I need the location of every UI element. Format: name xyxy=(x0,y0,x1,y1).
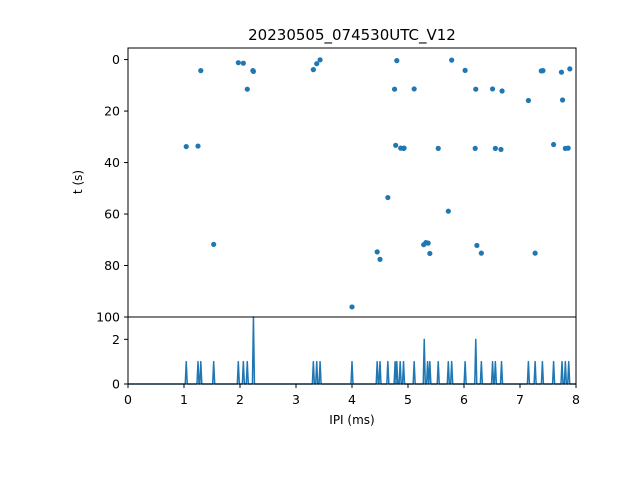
scatter-point xyxy=(499,88,505,94)
scatter-point xyxy=(558,69,565,75)
scatter-point xyxy=(235,60,241,66)
scatter-point xyxy=(393,142,399,148)
scatter-point xyxy=(377,256,383,262)
scatter-point xyxy=(462,67,468,73)
scatter-point xyxy=(240,60,246,66)
scatter-point xyxy=(244,86,250,92)
scatter-point xyxy=(567,66,573,72)
scatter-point xyxy=(473,86,479,92)
histogram-x-tick-label: 0 xyxy=(124,392,132,407)
scatter-point xyxy=(472,145,478,151)
histogram-x-tick-label: 3 xyxy=(292,392,300,407)
histogram-x-label: IPI (ms) xyxy=(329,413,374,427)
scatter-point xyxy=(394,58,400,64)
scatter-point xyxy=(559,97,566,103)
scatter-y-tick-label: 0 xyxy=(112,52,120,67)
scatter-point xyxy=(391,86,398,92)
scatter-point xyxy=(540,68,546,74)
histogram-x-tick-label: 4 xyxy=(348,392,356,407)
histogram-x-tick-label: 6 xyxy=(460,392,468,407)
scatter-y-tick-label: 100 xyxy=(96,310,120,325)
scatter-y-label: t (s) xyxy=(71,170,85,194)
scatter-point xyxy=(211,241,217,248)
scatter-y-tick-label: 60 xyxy=(104,207,120,222)
scatter-point xyxy=(565,145,571,151)
histogram-y-tick-label: 0 xyxy=(112,377,120,392)
scatter-point xyxy=(195,143,201,149)
scatter-point xyxy=(317,57,323,63)
histogram-y-tick-label: 2 xyxy=(112,332,120,347)
scatter-point xyxy=(349,304,355,310)
scatter-point xyxy=(449,57,455,63)
chart-title: 20230505_074530UTC_V12 xyxy=(248,26,456,45)
histogram-frame xyxy=(127,316,577,385)
scatter-y-tick-label: 20 xyxy=(104,104,120,119)
scatter-y-ticks: 0 20 40 60 80 100 xyxy=(96,52,128,325)
scatter-y-tick-label: 40 xyxy=(104,155,120,170)
histogram-x-tick-label: 2 xyxy=(236,392,244,407)
histogram-x-tick-label: 5 xyxy=(404,392,412,407)
scatter-point xyxy=(551,141,557,148)
histogram-x-tick-label: 1 xyxy=(180,392,188,407)
scatter-point xyxy=(478,250,484,256)
scatter-point xyxy=(489,86,496,92)
scatter-point xyxy=(474,242,480,249)
scatter-points xyxy=(183,57,573,310)
scatter-point xyxy=(385,194,391,201)
scatter-point xyxy=(425,240,431,246)
scatter-point xyxy=(492,145,498,151)
scatter-point xyxy=(310,67,316,73)
scatter-point xyxy=(445,208,451,214)
scatter-point xyxy=(525,97,532,104)
scatter-point xyxy=(374,249,380,255)
scatter-point xyxy=(427,250,433,257)
scatter-point xyxy=(435,145,441,151)
scatter-point xyxy=(198,68,204,74)
scatter-point xyxy=(250,68,257,75)
histogram-x-ticks: 0 1 2 3 4 5 6 7 8 xyxy=(124,384,580,407)
histogram-x-tick-label: 8 xyxy=(572,392,580,407)
scatter-y-tick-label: 80 xyxy=(104,258,120,273)
scatter-point xyxy=(183,143,189,150)
scatter-point xyxy=(411,86,417,92)
histogram-line xyxy=(128,316,576,385)
scatter-point xyxy=(498,146,504,153)
histogram-y-ticks: 02 xyxy=(112,332,128,392)
histogram-x-tick-label: 7 xyxy=(516,392,524,407)
scatter-point xyxy=(401,145,407,151)
scatter-point xyxy=(314,61,320,67)
scatter-point xyxy=(532,250,538,256)
